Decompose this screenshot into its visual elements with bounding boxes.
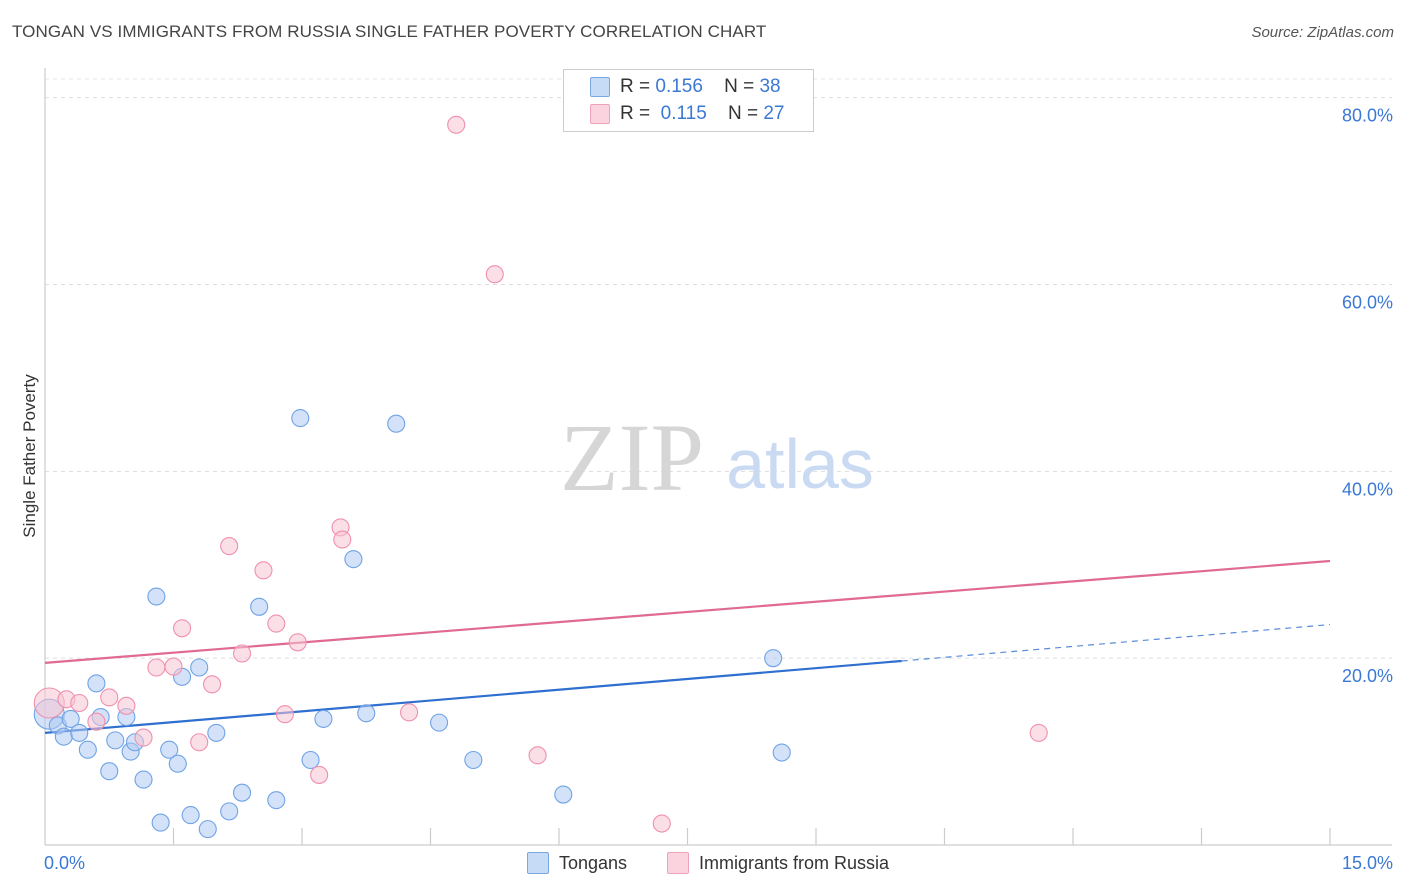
tongans-point xyxy=(134,770,153,789)
russia-point xyxy=(267,614,286,633)
tongans-point xyxy=(198,820,217,839)
tongans-trend-line xyxy=(44,659,902,734)
russia-point xyxy=(333,530,352,549)
tongans-point xyxy=(160,740,179,759)
russia-point xyxy=(485,265,504,284)
n-label: N = xyxy=(727,103,759,124)
tongans-point xyxy=(220,802,239,821)
tongans-point xyxy=(250,597,269,616)
russia-point xyxy=(203,675,222,694)
russia-legend-swatch xyxy=(667,852,689,874)
y-tick-label: 40.0% xyxy=(1342,479,1393,499)
russia-point xyxy=(400,703,419,722)
tongans-point xyxy=(554,785,573,804)
tongans-point xyxy=(54,727,73,746)
tongans-point xyxy=(100,762,119,781)
y-tick-label: 20.0% xyxy=(1342,666,1393,686)
tongans-point xyxy=(291,409,310,428)
tongans-point xyxy=(314,709,333,728)
legend-label-russia: Immigrants from Russia xyxy=(699,852,890,873)
r-label: R = xyxy=(620,76,651,97)
tongans-point xyxy=(267,791,286,810)
tick-labels: 20.0% 40.0% 60.0% 80.0% 0.0% 15.0% xyxy=(44,106,1393,873)
n-label: N = xyxy=(724,76,755,97)
russia-point xyxy=(117,696,136,715)
y-tick-label: 80.0% xyxy=(1342,106,1393,126)
russia-point xyxy=(652,814,671,833)
russia-point xyxy=(87,712,106,731)
tongans-point xyxy=(87,674,106,693)
n-value-russia: 27 xyxy=(763,103,785,124)
russia-point xyxy=(447,115,466,134)
watermark: ZIP atlas xyxy=(560,404,874,511)
russia-point xyxy=(220,537,239,556)
tongans-point xyxy=(106,731,125,750)
tongans-point xyxy=(151,813,170,832)
russia-point xyxy=(100,688,119,707)
x-tick-label: 0.0% xyxy=(44,853,85,873)
watermark-zip: ZIP xyxy=(560,404,704,511)
russia-point xyxy=(70,693,89,713)
tongans-point xyxy=(301,750,320,770)
n-value-tongans: 38 xyxy=(759,76,781,97)
legend-item-tongans: Tongans xyxy=(527,852,627,874)
russia-point xyxy=(288,633,307,652)
tongans-point xyxy=(168,754,187,773)
russia-point xyxy=(173,619,192,638)
russia-point xyxy=(528,746,547,765)
tongans-legend-swatch xyxy=(527,852,549,874)
axes xyxy=(44,68,1392,846)
data-points xyxy=(33,115,1048,839)
tongans-point xyxy=(772,743,791,762)
tongans-trend-extension xyxy=(901,623,1331,662)
russia-point xyxy=(164,657,183,676)
tongans-point xyxy=(147,587,166,606)
russia-point xyxy=(275,705,294,724)
chart-title: TONGAN VS IMMIGRANTS FROM RUSSIA SINGLE … xyxy=(12,22,767,41)
tongans-point xyxy=(357,704,376,723)
legend-label-tongans: Tongans xyxy=(559,852,628,873)
russia-point xyxy=(232,644,252,663)
tongans-point xyxy=(387,414,406,433)
trend-lines xyxy=(44,559,1331,734)
source-credit: Source: ZipAtlas.com xyxy=(1251,24,1394,41)
y-tick-label: 60.0% xyxy=(1342,293,1393,313)
correlation-legend: R = 0.156 N = 38 R = 0.115 N = 27 xyxy=(563,69,814,132)
russia-point xyxy=(1029,723,1048,742)
tongans-point xyxy=(430,713,449,732)
russia-swatch xyxy=(590,104,610,124)
tongans-point xyxy=(232,783,252,802)
tongans-point xyxy=(70,723,89,742)
russia-point xyxy=(254,561,273,580)
tongans-swatch xyxy=(590,77,610,97)
russia-point xyxy=(134,728,153,747)
r-label: R = xyxy=(620,103,651,124)
russia-trend-line xyxy=(44,559,1331,664)
tongans-point xyxy=(464,750,483,770)
russia-point xyxy=(147,658,166,677)
russia-point xyxy=(190,733,209,752)
tongans-point xyxy=(344,550,363,569)
tongans-point xyxy=(207,723,226,742)
r-value-tongans: 0.156 xyxy=(655,76,703,97)
watermark-atlas: atlas xyxy=(726,425,874,503)
tongans-point xyxy=(181,806,200,825)
tongans-point xyxy=(190,658,209,677)
r-value-russia: 0.115 xyxy=(660,103,707,124)
russia-point xyxy=(310,765,329,784)
x-tick-label: 15.0% xyxy=(1342,853,1393,873)
tongans-point xyxy=(764,649,783,668)
tongans-point xyxy=(61,709,80,728)
legend-item-russia: Immigrants from Russia xyxy=(667,852,889,874)
tongans-point xyxy=(78,740,97,759)
